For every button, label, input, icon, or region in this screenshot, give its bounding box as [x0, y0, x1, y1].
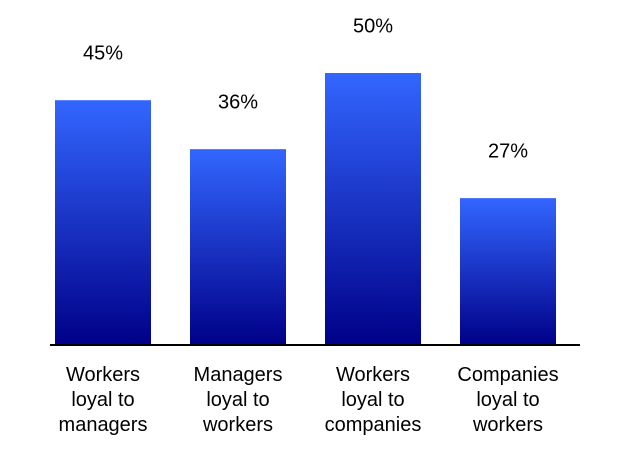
category-line: workers	[472, 414, 543, 436]
category-line: loyal to	[206, 389, 269, 411]
category-line: loyal to	[341, 389, 404, 411]
category-line: Workers	[66, 364, 140, 386]
category-line: workers	[202, 414, 273, 436]
category-line: Workers	[336, 364, 410, 386]
bar	[325, 73, 421, 345]
value-label: 50%	[353, 15, 393, 37]
value-label: 27%	[488, 140, 528, 162]
bar	[190, 149, 286, 345]
category-line: loyal to	[476, 389, 539, 411]
category-line: companies	[325, 414, 422, 436]
category-label: Workers loyal to managers	[59, 364, 148, 436]
category-line: loyal to	[71, 389, 134, 411]
value-label: 36%	[218, 91, 258, 113]
category-label: Companies loyal to workers	[457, 364, 558, 436]
category-line: Companies	[457, 364, 558, 386]
bar	[460, 198, 556, 345]
category-label: Managers loyal to workers	[194, 364, 283, 436]
category-line: managers	[59, 414, 148, 436]
category-label: Workers loyal to companies	[325, 364, 422, 436]
bar	[55, 100, 151, 345]
value-label: 45%	[83, 42, 123, 64]
category-line: Managers	[194, 364, 283, 386]
